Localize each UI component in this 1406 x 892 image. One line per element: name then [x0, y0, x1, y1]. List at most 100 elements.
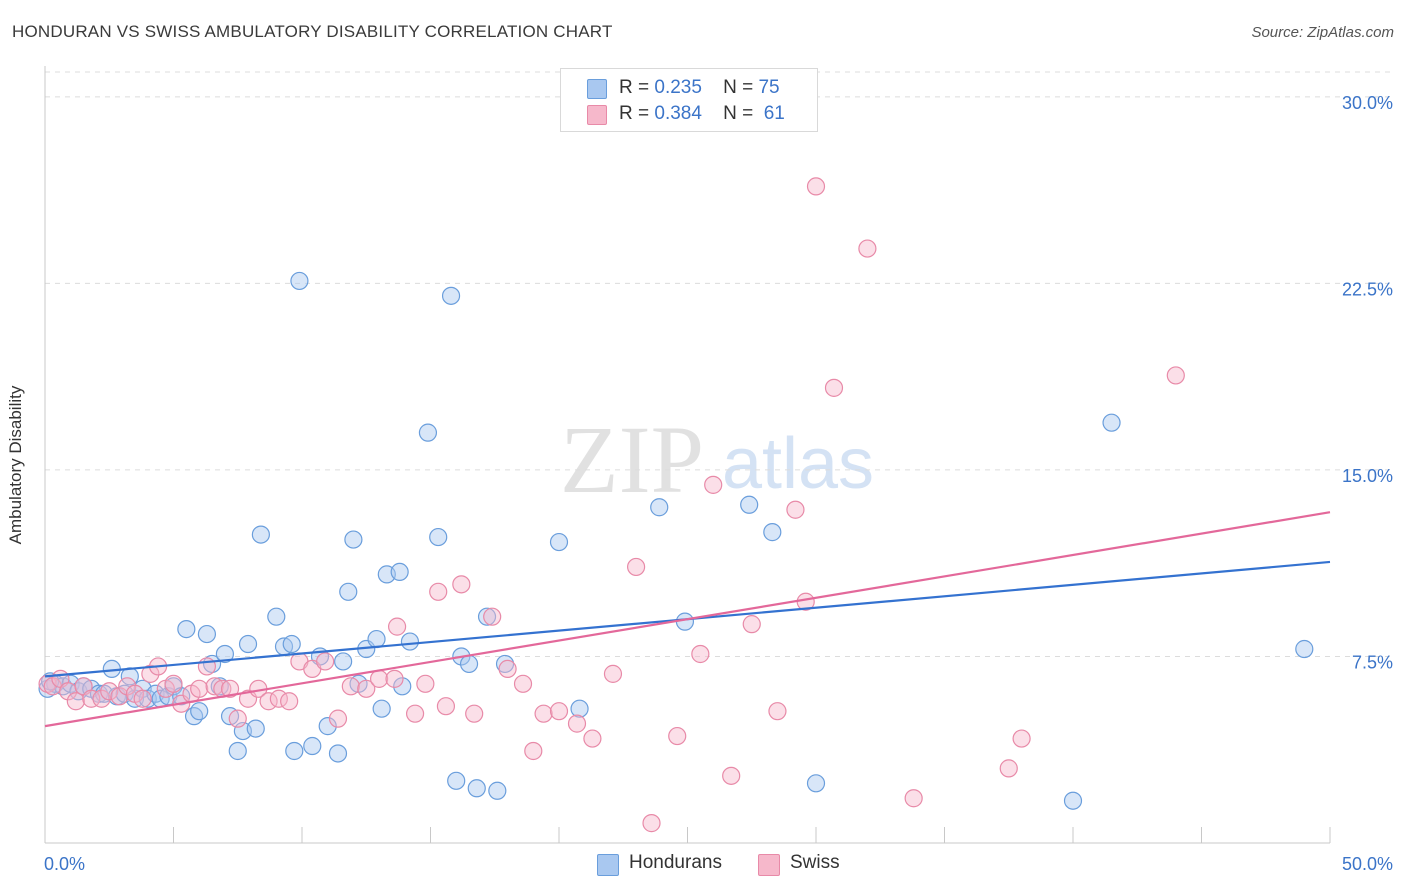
n-label: N =	[723, 103, 754, 124]
swiss-point	[549, 702, 569, 721]
y-tick-label: 7.5%	[1352, 652, 1393, 672]
hondurans-point	[441, 286, 461, 305]
hondurans-point	[197, 624, 217, 644]
swiss-point	[999, 759, 1018, 778]
trend-lines	[44, 511, 1331, 728]
swiss-point	[583, 729, 602, 748]
hondurans-point	[806, 774, 826, 793]
stats-legend: R = 0.235 N = 75 R = 0.384 N = 61	[560, 68, 818, 132]
swiss-point	[341, 677, 360, 696]
swiss-point	[357, 679, 376, 698]
hondurans-point	[740, 495, 759, 514]
series-hondurans	[38, 271, 1314, 810]
y-tick-label: 30.0%	[1342, 93, 1393, 113]
hondurans-swatch	[587, 79, 607, 99]
swiss-point	[1166, 366, 1185, 385]
swiss-point	[513, 674, 533, 693]
swiss-point	[141, 664, 160, 683]
hondurans-point	[318, 717, 337, 736]
swiss-point	[626, 557, 646, 577]
hondurans-point	[650, 498, 669, 517]
swiss-point	[452, 575, 471, 594]
swiss-point	[100, 682, 119, 701]
stats-legend-text: R = 0.235 N = 75	[619, 77, 780, 99]
hondurans-point	[344, 530, 363, 549]
hondurans-point	[447, 771, 466, 790]
hondurans-point	[477, 607, 497, 626]
hondurans-point	[303, 736, 322, 756]
hondurans-point	[390, 562, 409, 582]
swiss-point	[524, 741, 543, 761]
hondurans-point	[570, 699, 589, 718]
hondurans-point	[190, 702, 209, 721]
swiss-point	[387, 617, 407, 636]
hondurans-point	[393, 677, 412, 696]
x-tick-label: 0.0%	[44, 854, 85, 874]
watermark-zip: ZIP	[560, 406, 704, 513]
watermark-atlas: atlas	[722, 424, 874, 504]
swiss-point	[370, 669, 389, 688]
r-value: 0.235	[654, 77, 702, 98]
swiss-point	[164, 674, 183, 693]
swiss-point	[328, 709, 348, 728]
hondurans-point	[367, 629, 386, 649]
hondurans-point	[1063, 791, 1083, 810]
hondurans-point	[290, 271, 309, 291]
hondurans-point	[228, 741, 247, 761]
swiss-trend-line	[44, 511, 1331, 728]
hondurans-point	[328, 744, 348, 763]
swiss-point	[82, 689, 101, 708]
swiss-point	[280, 692, 299, 711]
axes	[44, 66, 1331, 844]
swiss-point	[316, 652, 335, 671]
swiss-point	[220, 679, 240, 698]
swiss-point	[642, 814, 661, 833]
swiss-point	[534, 704, 553, 723]
swiss-point	[722, 766, 741, 785]
hondurans-point	[488, 781, 507, 800]
y-tick-label: 22.5%	[1342, 279, 1393, 299]
swiss-point	[66, 692, 85, 711]
chart-title: HONDURAN VS SWISS AMBULATORY DISABILITY …	[12, 22, 613, 41]
swiss-point	[429, 582, 448, 601]
swiss-point	[567, 714, 587, 733]
swiss-point	[465, 704, 484, 723]
swiss-point	[385, 669, 404, 688]
swiss-point	[786, 500, 805, 519]
hondurans-point	[339, 582, 358, 601]
n-value: 61	[763, 103, 785, 124]
swiss-point	[483, 607, 502, 626]
hondurans-point	[251, 525, 270, 544]
hondurans-point	[549, 532, 569, 552]
hondurans-legend-swatch	[597, 854, 619, 876]
hondurans-point	[418, 423, 438, 442]
n-label: N =	[723, 77, 754, 98]
swiss-swatch	[587, 105, 607, 125]
series-swiss	[38, 177, 1185, 833]
hondurans-point	[400, 632, 420, 651]
y-tick-label: 15.0%	[1342, 466, 1393, 486]
swiss-point	[92, 689, 111, 708]
swiss-point	[806, 177, 826, 196]
hondurans-point	[267, 607, 286, 626]
swiss-point	[498, 659, 517, 679]
n-value: 75	[758, 77, 780, 98]
swiss-point	[704, 475, 723, 494]
swiss-point	[603, 664, 623, 683]
swiss-point	[904, 789, 923, 808]
swiss-point	[668, 726, 687, 746]
hondurans-point	[215, 644, 234, 664]
swiss-point	[133, 689, 152, 708]
swiss-point	[405, 704, 425, 723]
hondurans-point	[429, 527, 448, 547]
hondurans-point	[495, 654, 515, 674]
swiss-point	[824, 378, 844, 397]
hondurans-point	[246, 719, 265, 738]
swiss-point	[1012, 729, 1031, 748]
swiss-point	[691, 644, 710, 664]
swiss-legend-label: Swiss	[790, 852, 840, 873]
swiss-point	[858, 239, 877, 258]
chart-source: Source: ZipAtlas.com	[1251, 24, 1394, 41]
grid	[45, 71, 1390, 657]
